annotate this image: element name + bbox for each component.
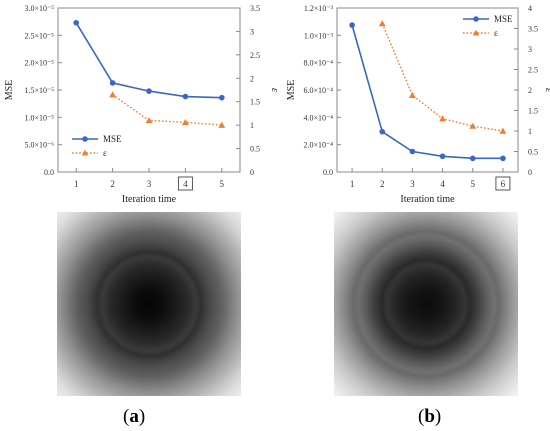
chart-a-y-right-tick-label: 0 bbox=[250, 168, 254, 177]
ring-image-b bbox=[334, 212, 518, 396]
chart-b-series-epsilon-point bbox=[499, 127, 507, 134]
chart-a-legend-mse-label: MSE bbox=[103, 134, 122, 144]
chart-b-series-mse-line bbox=[351, 24, 503, 160]
chart-b-series-epsilon-point bbox=[409, 91, 416, 99]
chart-b-series-mse-point bbox=[439, 153, 446, 160]
chart-b-legend-epsilon-swatch-marker bbox=[472, 29, 480, 36]
chart-b-series-epsilon-line bbox=[381, 23, 504, 132]
chart-b-x-tick-label: 6 bbox=[501, 179, 506, 189]
chart-b-x-tick-label: 2 bbox=[380, 179, 385, 189]
chart-a-series-mse-point bbox=[109, 80, 116, 86]
chart-b-y-right-tick-label: 0 bbox=[528, 168, 532, 177]
chart-a-series-mse-point bbox=[73, 19, 79, 26]
chart-b-series-epsilon-point bbox=[469, 122, 477, 129]
chart-b-series-mse-point bbox=[349, 22, 355, 28]
chart-a-y-left-tick-label: 2.0×10⁻⁵ bbox=[24, 59, 54, 68]
chart-b-y-left-tick-label: 8.0×10⁻⁴ bbox=[303, 59, 333, 68]
chart-a-series-epsilon-point bbox=[182, 118, 189, 126]
chart-b-series-mse-point bbox=[469, 155, 476, 162]
chart-a-legend-epsilon-label: ε bbox=[103, 148, 107, 158]
chart-a-y-left-axis-title: MSE bbox=[4, 80, 15, 101]
chart-a-series-epsilon-point bbox=[145, 117, 153, 124]
chart-a-y-right-tick-label: 0.5 bbox=[250, 145, 260, 154]
chart-b-legend-mse-swatch-marker bbox=[473, 16, 479, 22]
chart-a-x-tick-label: 3 bbox=[147, 179, 152, 189]
chart-b-x-tick-label: 4 bbox=[440, 179, 445, 189]
chart-b-y-right-axis-title: ε bbox=[543, 88, 550, 93]
chart-a-x-tick-label: 1 bbox=[74, 179, 79, 189]
chart-b-y-right-tick-label: 4 bbox=[528, 4, 532, 13]
chart-a-y-right-tick-label: 1 bbox=[250, 121, 254, 130]
chart-b-y-right-tick-label: 3.5 bbox=[528, 25, 538, 34]
chart-a-x-tick-label: 4 bbox=[183, 179, 188, 189]
chart-a-y-left-tick-label: 0.0 bbox=[44, 168, 54, 177]
chart-a-legend-mse-swatch-marker bbox=[82, 136, 88, 142]
chart-b-y-left-tick-label: 1.0×10⁻³ bbox=[304, 31, 334, 40]
chart-b-y-right-tick-label: 2 bbox=[528, 86, 532, 95]
chart-b-y-left-tick-label: 6.0×10⁻⁴ bbox=[303, 86, 333, 95]
chart-b-legend-epsilon-label: ε bbox=[494, 28, 498, 38]
chart-a-y-right-tick-label: 2 bbox=[250, 74, 254, 83]
chart-a-x-axis-title: Iteration time bbox=[122, 194, 177, 205]
chart-b-y-right-tick-label: 3 bbox=[528, 45, 532, 54]
chart-b-y-left-tick-label: 2.0×10⁻⁴ bbox=[303, 141, 333, 150]
chart-a-y-left-tick-label: 1.5×10⁻⁵ bbox=[24, 86, 54, 95]
chart-a-y-right-tick-label: 3.5 bbox=[250, 4, 260, 13]
chart-b-series-mse-point bbox=[500, 155, 506, 162]
chart-a-series-epsilon-point bbox=[109, 91, 116, 98]
chart-b-y-right-tick-label: 2.5 bbox=[528, 66, 538, 75]
chart-b-legend-mse-label: MSE bbox=[494, 14, 513, 24]
chart-a-series-mse-point bbox=[219, 94, 225, 101]
chart-b-y-left-tick-label: 0.0 bbox=[323, 168, 333, 177]
chart-a-series-mse-line bbox=[75, 22, 222, 99]
chart-a-x-tick-label: 5 bbox=[220, 179, 225, 189]
chart-b-series-mse-point bbox=[409, 148, 416, 155]
chart-a-x-tick-highlight-box bbox=[177, 176, 193, 191]
panel-label-a: (a) bbox=[123, 406, 146, 427]
chart-a-series-mse-point bbox=[146, 88, 152, 94]
chart-a-y-right-tick-label: 3 bbox=[250, 27, 254, 36]
chart-b-y-right-tick-label: 0.5 bbox=[528, 148, 538, 157]
chart-a-x-tick-label: 2 bbox=[110, 179, 115, 189]
chart-a-series-epsilon-line bbox=[112, 94, 222, 126]
chart-b-x-tick-label: 5 bbox=[471, 179, 476, 189]
chart-a-series-epsilon-point bbox=[218, 121, 226, 128]
chart-a-series-mse-point bbox=[182, 93, 189, 100]
chart-b-x-axis-title: Iteration time bbox=[400, 194, 455, 205]
panel-label-b: (b) bbox=[418, 406, 442, 427]
chart-b-series-mse-point bbox=[379, 128, 386, 135]
chart-a-y-left-tick-label: 2.5×10⁻⁵ bbox=[24, 31, 54, 40]
chart-a-y-left-tick-label: 5.0×10⁻⁶ bbox=[24, 141, 54, 150]
chart-b-y-left-tick-label: 1.2×10⁻³ bbox=[304, 4, 334, 13]
chart-b-y-right-tick-label: 1 bbox=[528, 127, 532, 136]
chart-a-y-right-tick-label: 2.5 bbox=[250, 51, 260, 60]
ring-image-a bbox=[57, 212, 241, 396]
chart-b-y-left-tick-label: 4.0×10⁻⁴ bbox=[303, 113, 333, 122]
chart-b-series-epsilon-point bbox=[439, 115, 446, 122]
chart-a-y-right-tick-label: 1.5 bbox=[250, 98, 260, 107]
chart-a-y-right-axis-title: ε bbox=[269, 88, 281, 93]
chart-b-y-right-tick-label: 1.5 bbox=[528, 107, 538, 116]
chart-a-legend-epsilon-swatch-marker bbox=[81, 149, 89, 156]
chart-b-x-tick-label: 1 bbox=[350, 179, 355, 189]
chart-b-series-epsilon-point bbox=[378, 20, 386, 27]
chart-b-y-left-axis-title: MSE bbox=[286, 80, 297, 101]
chart-a-y-left-tick-label: 3.0×10⁻⁵ bbox=[24, 4, 54, 13]
chart-a-y-left-tick-label: 1.0×10⁻⁵ bbox=[24, 113, 54, 122]
chart-b-plot-frame bbox=[336, 7, 519, 173]
chart-b-x-tick-label: 3 bbox=[410, 179, 415, 189]
chart-b-x-tick-highlight-box bbox=[495, 176, 511, 191]
